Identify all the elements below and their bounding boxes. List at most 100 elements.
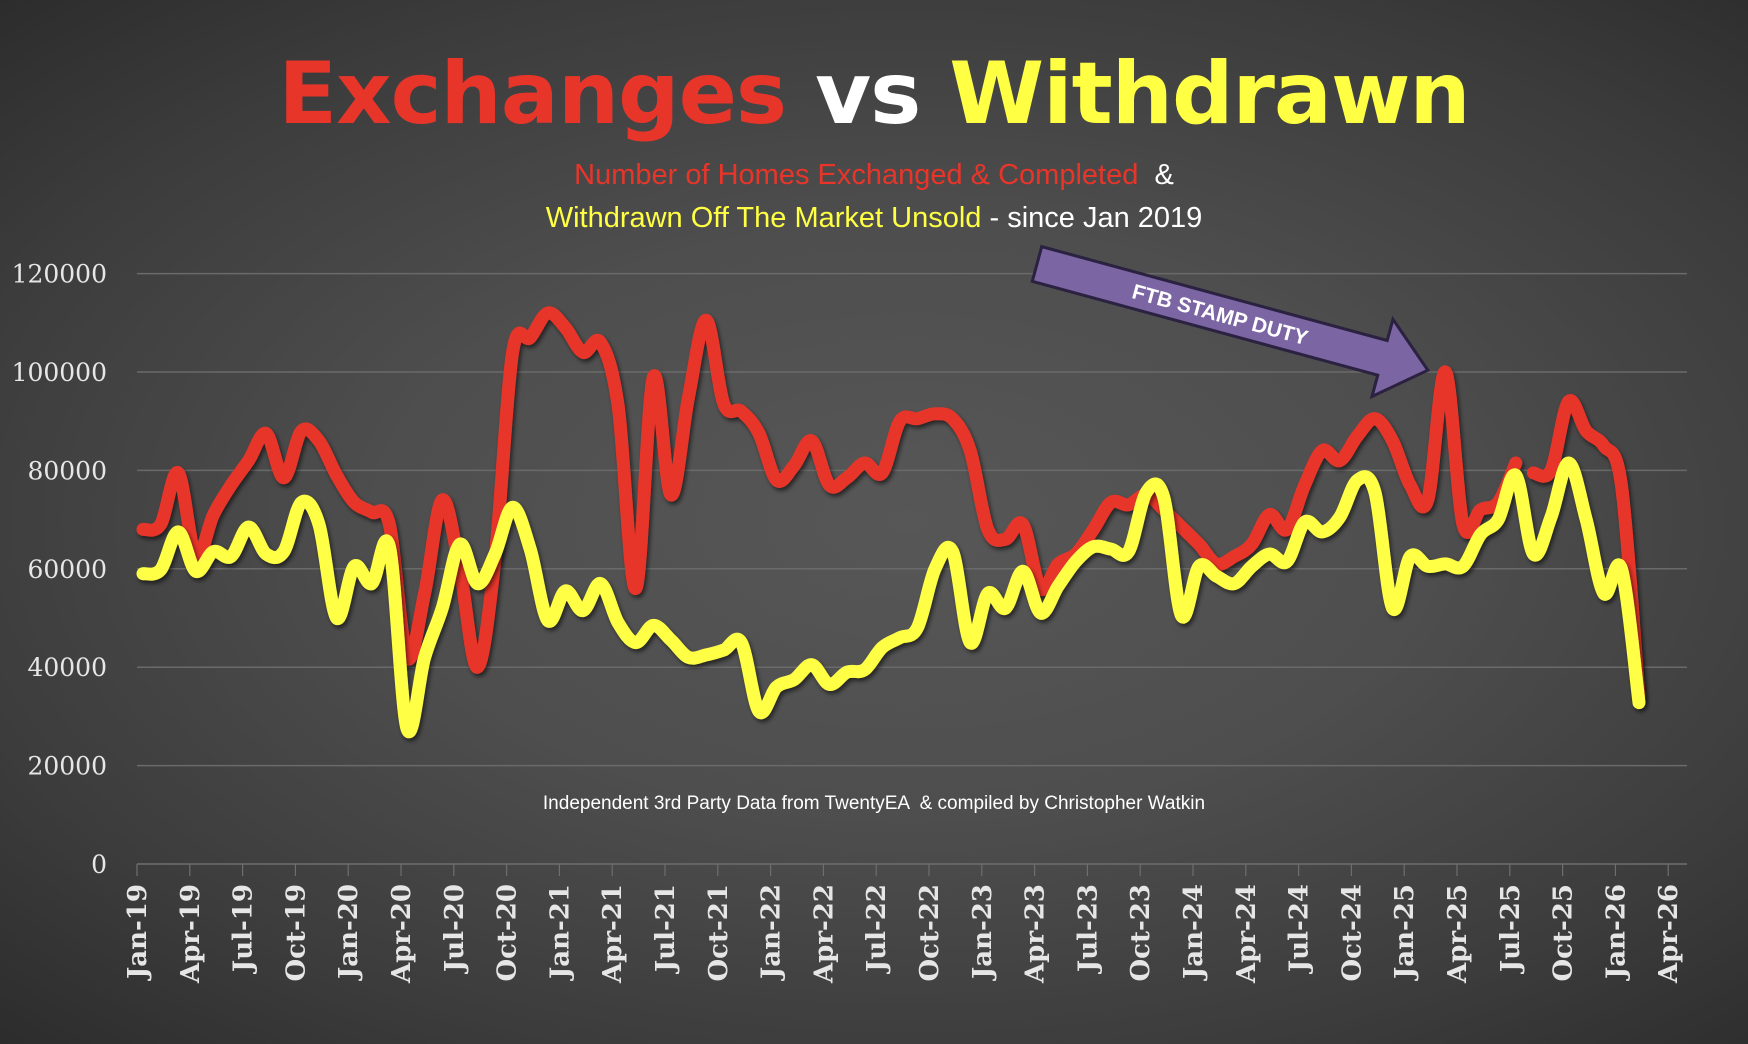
data-point-exchanges [1374, 418, 1376, 420]
data-point-exchanges [1216, 563, 1218, 565]
data-point-exchanges [934, 413, 936, 415]
data-point-withdrawn [1251, 565, 1253, 567]
data-point-exchanges [1550, 469, 1552, 471]
data-point-exchanges [635, 588, 637, 590]
data-point-exchanges [987, 528, 989, 530]
data-point-exchanges [1092, 528, 1094, 530]
data-point-exchanges [916, 418, 918, 420]
data-point-withdrawn [265, 553, 267, 555]
data-point-exchanges [1427, 499, 1429, 501]
data-point-withdrawn [793, 679, 795, 681]
data-point-exchanges [353, 501, 355, 503]
data-point-exchanges [1444, 371, 1446, 373]
data-point-withdrawn [494, 553, 496, 555]
data-point-withdrawn [1040, 612, 1042, 614]
data-point-exchanges [230, 484, 232, 486]
y-tick-label: 60000 [27, 555, 107, 584]
data-point-exchanges [1409, 484, 1411, 486]
data-point-withdrawn [142, 573, 144, 575]
data-point-exchanges [248, 460, 250, 462]
x-tick-label: Oct-23 [1126, 884, 1156, 981]
data-point-exchanges [1233, 556, 1235, 558]
data-point-exchanges [1585, 430, 1587, 432]
data-point-withdrawn [441, 607, 443, 609]
data-point-withdrawn [582, 610, 584, 612]
data-point-withdrawn [1075, 560, 1077, 562]
data-point-withdrawn [635, 642, 637, 644]
data-point-exchanges [811, 440, 813, 442]
data-point-exchanges [336, 474, 338, 476]
data-point-exchanges [864, 462, 866, 464]
x-tick-label: Oct-19 [281, 884, 311, 981]
data-point-withdrawn [160, 569, 162, 571]
chart-title: Exchanges vs Withdrawn [0, 44, 1748, 144]
data-point-exchanges [512, 351, 514, 353]
x-tick-label: Oct-24 [1337, 884, 1367, 981]
data-point-withdrawn [195, 570, 197, 572]
data-point-exchanges [1268, 514, 1270, 516]
data-point-exchanges [758, 433, 760, 435]
data-point-withdrawn [952, 551, 954, 553]
data-point-exchanges [1198, 543, 1200, 545]
series-withdrawn [136, 456, 1646, 739]
data-point-withdrawn [353, 565, 355, 567]
subtitle-withdrawn: Withdrawn Off The Market Unsold [545, 202, 982, 234]
data-point-withdrawn [600, 583, 602, 585]
data-point-exchanges [388, 524, 390, 526]
data-point-withdrawn [177, 531, 179, 533]
x-tick-label: Apr-20 [387, 884, 417, 984]
data-point-withdrawn [512, 506, 514, 508]
data-point-exchanges [617, 405, 619, 407]
y-axis: 0 20000 40000 60000 80000 100000 120000 [12, 260, 107, 879]
data-point-withdrawn [1128, 551, 1130, 553]
data-point-exchanges [969, 450, 971, 452]
data-point-exchanges [705, 319, 707, 321]
data-point-withdrawn [934, 568, 936, 570]
x-tick-label: Oct-21 [704, 884, 734, 981]
x-tick-label: Apr-23 [1021, 884, 1051, 984]
x-tick-label: Jan-23 [968, 884, 998, 981]
series-exchanges [136, 306, 1646, 704]
data-point-withdrawn [371, 583, 373, 585]
data-point-withdrawn [758, 711, 760, 713]
data-point-exchanges [846, 477, 848, 479]
data-point-exchanges [1128, 504, 1130, 506]
subtitle-exchanged: Number of Homes Exchanged & Completed [574, 159, 1139, 191]
data-point-exchanges [1532, 472, 1534, 474]
data-point-withdrawn [652, 624, 654, 626]
data-point-exchanges [160, 524, 162, 526]
data-point-exchanges [1392, 440, 1394, 442]
data-point-withdrawn [1145, 492, 1147, 494]
data-point-withdrawn [1462, 565, 1464, 567]
x-tick-label: Jul-19 [229, 884, 259, 974]
x-tick-label: Apr-24 [1232, 884, 1262, 984]
data-point-withdrawn [1444, 563, 1446, 565]
data-point-withdrawn [1163, 497, 1165, 499]
data-point-withdrawn [1568, 462, 1570, 464]
data-point-exchanges [1057, 563, 1059, 565]
data-point-withdrawn [424, 656, 426, 658]
data-point-withdrawn [617, 622, 619, 624]
x-tick-label: Jan-22 [757, 884, 787, 981]
data-point-exchanges [1321, 450, 1323, 452]
data-point-exchanges [547, 312, 549, 314]
data-point-withdrawn [459, 543, 461, 545]
series-line-withdrawn [136, 456, 1646, 739]
data-point-withdrawn [828, 683, 830, 685]
data-point-withdrawn [916, 627, 918, 629]
data-point-exchanges [265, 433, 267, 435]
data-point-withdrawn [1339, 516, 1341, 518]
data-point-exchanges [600, 342, 602, 344]
data-point-withdrawn [283, 551, 285, 553]
data-point-exchanges [300, 430, 302, 432]
data-point-withdrawn [230, 556, 232, 558]
x-tick-label: Jul-23 [1073, 884, 1103, 974]
x-tick-label: Jan-19 [123, 884, 153, 981]
x-tick-label: Jul-22 [862, 884, 892, 974]
source-footnote: Independent 3rd Party Data from TwentyEA… [542, 793, 1206, 814]
data-point-exchanges [1515, 462, 1517, 464]
data-point-exchanges [740, 410, 742, 412]
data-point-withdrawn [1356, 479, 1358, 481]
data-point-exchanges [899, 420, 901, 422]
data-point-withdrawn [688, 656, 690, 658]
